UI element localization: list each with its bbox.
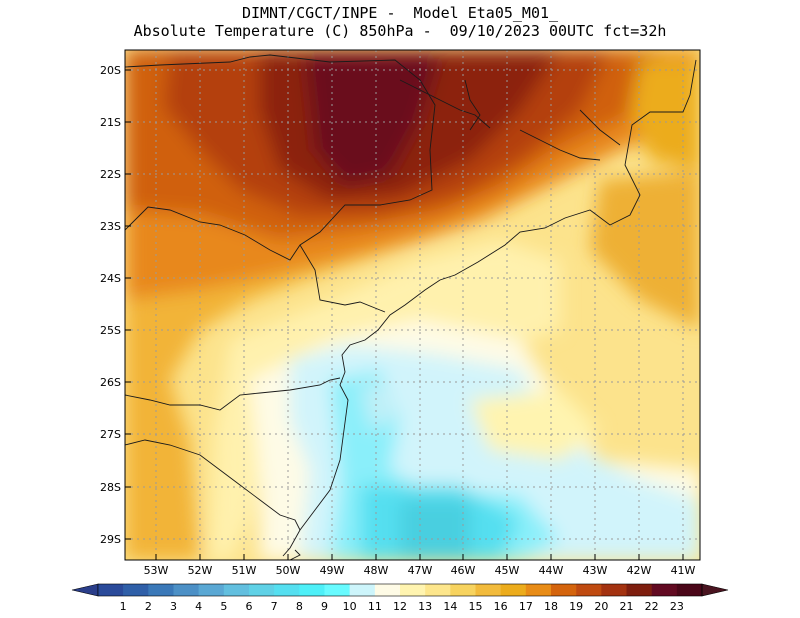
colorbar-swatch <box>475 584 501 596</box>
colorbar-swatch <box>400 584 426 596</box>
lon-label: 50W <box>276 564 301 577</box>
lon-label: 43W <box>583 564 608 577</box>
lat-label: 22S <box>100 168 121 181</box>
colorbar-swatch <box>274 584 300 596</box>
map-frame <box>124 49 701 561</box>
colorbar-label: 13 <box>418 600 432 613</box>
colorbar-label: 4 <box>195 600 202 613</box>
colorbar-swatch <box>374 584 401 596</box>
colorbar-label: 2 <box>145 600 152 613</box>
lon-label: 46W <box>451 564 476 577</box>
lat-label: 23S <box>100 220 121 233</box>
colorbar-label: 9 <box>321 600 328 613</box>
lat-label: 21S <box>100 116 121 129</box>
colorbar-label: 17 <box>519 600 533 613</box>
colorbar-swatch <box>349 584 376 596</box>
lat-label: 28S <box>100 481 121 494</box>
colorbar-swatch <box>450 584 476 596</box>
colorbar-label: 10 <box>343 600 357 613</box>
graticule <box>125 50 700 560</box>
lat-label: 29S <box>100 533 121 546</box>
coastline-and-borders <box>125 54 697 560</box>
colorbar: 1 2 3 4 5 6 7 8 9 10 11 12 13 14 15 16 17 18 19 20 21 22 23 <box>71 583 729 613</box>
colorbar-label: 11 <box>368 600 382 613</box>
temperature-field <box>125 50 700 560</box>
chart-title-line-2: Absolute Temperature (C) 850hPa - 09/10/… <box>133 22 667 40</box>
colorbar-label: 8 <box>296 600 303 613</box>
colorbar-label: 12 <box>393 600 407 613</box>
colorbar-swatch <box>601 584 627 596</box>
lon-label: 41W <box>671 564 696 577</box>
lon-label: 49W <box>320 564 345 577</box>
colorbar-label: 15 <box>469 600 483 613</box>
axis-ticks <box>125 69 684 560</box>
colorbar-arrow-high <box>701 583 729 597</box>
colorbar-swatch <box>425 584 451 596</box>
lat-label: 20S <box>100 64 121 77</box>
lon-label: 42W <box>627 564 652 577</box>
colorbar-label: 21 <box>620 600 634 613</box>
colorbar-swatch <box>626 584 652 596</box>
lat-label: 27S <box>100 428 121 441</box>
lon-label: 52W <box>188 564 213 577</box>
lon-label: 45W <box>495 564 520 577</box>
colorbar-swatch <box>123 584 149 596</box>
colorbar-label: 22 <box>645 600 659 613</box>
lon-label: 47W <box>408 564 433 577</box>
colorbar-label: 3 <box>170 600 177 613</box>
colorbar-label: 19 <box>569 600 583 613</box>
lat-label: 25S <box>100 324 121 337</box>
colorbar-swatch <box>500 584 527 596</box>
colorbar-swatch <box>576 584 602 596</box>
colorbar-swatch <box>148 584 174 596</box>
colorbar-label: 23 <box>670 600 684 613</box>
colorbar-swatch <box>551 584 577 596</box>
colorbar-swatch <box>299 584 325 596</box>
colorbar-swatch <box>98 584 124 596</box>
colorbar-label: 18 <box>544 600 558 613</box>
lon-label: 48W <box>364 564 389 577</box>
colorbar-swatch <box>676 584 703 596</box>
lon-label: 51W <box>232 564 257 577</box>
colorbar-label: 6 <box>246 600 253 613</box>
lat-label: 24S <box>100 272 121 285</box>
colorbar-swatch <box>173 584 199 596</box>
colorbar-label: 14 <box>443 600 457 613</box>
colorbar-swatch <box>525 584 552 596</box>
colorbar-swatch <box>651 584 678 596</box>
colorbar-label: 5 <box>220 600 227 613</box>
colorbar-arrow-low <box>71 583 99 597</box>
colorbar-label: 7 <box>271 600 278 613</box>
colorbar-swatch <box>198 584 225 596</box>
colorbar-label: 20 <box>594 600 608 613</box>
colorbar-label: 1 <box>120 600 127 613</box>
lat-label: 26S <box>100 376 121 389</box>
colorbar-label: 16 <box>494 600 508 613</box>
chart-title-line-1: DIMNT/CGCT/INPE - Model Eta05_M01_ <box>241 4 559 22</box>
colorbar-swatch <box>249 584 275 596</box>
colorbar-swatch <box>324 584 350 596</box>
lon-label: 53W <box>144 564 169 577</box>
lon-label: 44W <box>539 564 564 577</box>
colorbar-frame <box>97 583 703 597</box>
colorbar-swatch <box>223 584 250 596</box>
